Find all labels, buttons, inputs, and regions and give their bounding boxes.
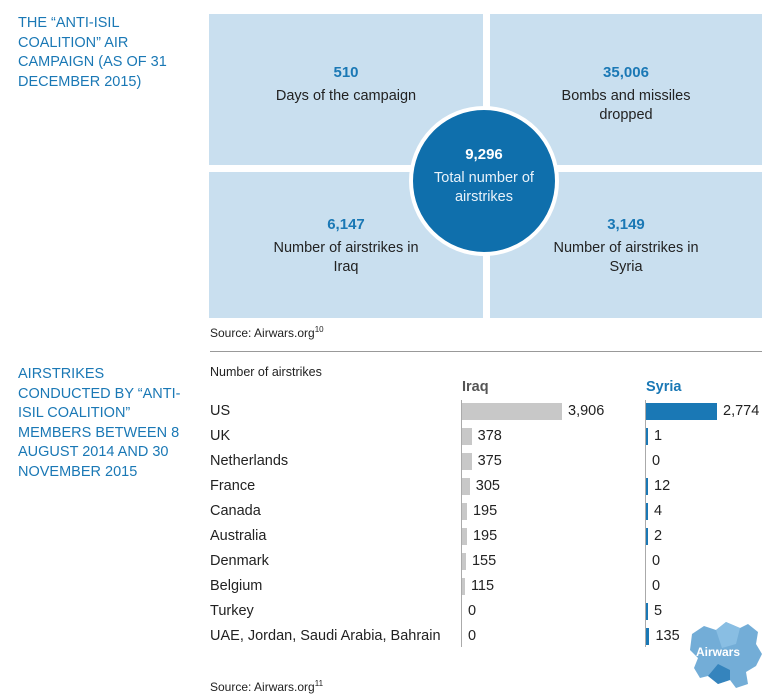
iraq-value-label: 155 (471, 553, 497, 569)
iraq-value-label: 0 (468, 603, 477, 619)
syria-value-label: 135 (655, 628, 680, 644)
iraq-value-label: 305 (475, 478, 500, 494)
syria-bar (646, 428, 648, 445)
days-value: 510 (333, 64, 359, 81)
iraq-value-label: 195 (472, 503, 498, 519)
row-label: Belgium (210, 578, 263, 594)
syria-strikes-tile: 3,149 Number of airstrikes in Syria (490, 172, 762, 318)
syria-value-label: 0 (652, 553, 661, 569)
syria-header: Syria (646, 379, 682, 395)
divider (210, 351, 762, 352)
syria-bar (646, 628, 650, 645)
iraq-bar (462, 478, 470, 495)
row-label: US (210, 403, 231, 419)
iraq-strikes-value: 6,147 (327, 216, 365, 233)
syria-value-label: 4 (654, 503, 663, 519)
row-label: Canada (210, 503, 261, 519)
syria-axis (645, 400, 646, 647)
syria-bar (646, 528, 648, 545)
syria-value-label: 1 (654, 428, 663, 444)
row-label: UK (210, 428, 231, 444)
syria-value-label: 0 (652, 453, 661, 469)
bombs-value: 35,006 (603, 64, 649, 81)
iraq-value-label: 0 (468, 628, 477, 644)
bombs-label: Bombs and missiles dropped (561, 88, 691, 123)
syria-bar (646, 478, 648, 495)
source-1-text: Source: Airwars.org (210, 326, 315, 340)
row-label: Netherlands (210, 453, 289, 469)
row-label: Australia (210, 528, 267, 544)
syria-strikes-label: Number of airstrikes in Syria (553, 240, 699, 275)
total-circle: 9,296 Total number of airstrikes (409, 106, 559, 256)
row-label: Denmark (210, 553, 269, 569)
source-2-text: Source: Airwars.org (210, 680, 315, 694)
total-value: 9,296 (465, 146, 503, 163)
source-1-note: 10 (314, 325, 324, 334)
iraq-bar (462, 553, 466, 570)
syria-bar (646, 403, 718, 420)
row-label: UAE, Jordan, Saudi Arabia, Bahrain (210, 628, 441, 644)
iraq-value-label: 195 (472, 528, 498, 544)
iraq-bar (462, 453, 472, 470)
iraq-value-label: 115 (470, 578, 495, 594)
airwars-logo: Airwars (690, 622, 762, 688)
syria-strikes-value: 3,149 (607, 216, 645, 233)
logo-text: Airwars (696, 645, 740, 659)
iraq-axis (461, 400, 462, 647)
y-axis-label: Number of airstrikes (210, 365, 322, 379)
iraq-bar (462, 578, 465, 595)
days-tile: 510 Days of the campaign (209, 14, 483, 165)
syria-value-label: 0 (652, 578, 661, 594)
syria-value-label: 2,774 (723, 403, 760, 419)
total-label: Total number of airstrikes (434, 170, 534, 205)
syria-bar (646, 603, 648, 620)
iraq-bar (462, 428, 472, 445)
bombs-tile: 35,006 Bombs and missiles dropped (490, 14, 762, 165)
days-label: Days of the campaign (275, 88, 417, 104)
section1-title: THE “ANTI-ISIL COALITION” AIR CAMPAIGN (… (18, 15, 167, 90)
iraq-value-label: 3,906 (568, 403, 605, 419)
syria-value-label: 12 (654, 478, 671, 494)
iraq-bar (462, 503, 467, 520)
source-1: Source: Airwars.org10 (210, 325, 324, 340)
syria-value-label: 2 (654, 528, 663, 544)
syria-bar (646, 503, 648, 520)
syria-value-label: 5 (654, 603, 663, 619)
source-2: Source: Airwars.org11 (210, 679, 323, 694)
iraq-value-label: 378 (477, 428, 502, 444)
row-label: France (210, 478, 256, 494)
iraq-value-label: 375 (477, 453, 502, 469)
section2-title: AIRSTRIKES CONDUCTED BY “ANTI-ISIL COALI… (18, 366, 181, 480)
iraq-bar (462, 403, 562, 420)
iraq-bar (462, 528, 467, 545)
iraq-header: Iraq (462, 379, 489, 395)
row-label: Turkey (210, 603, 254, 619)
source-2-note: 11 (314, 679, 324, 688)
iraq-strikes-label: Number of airstrikes in Iraq (273, 240, 419, 275)
